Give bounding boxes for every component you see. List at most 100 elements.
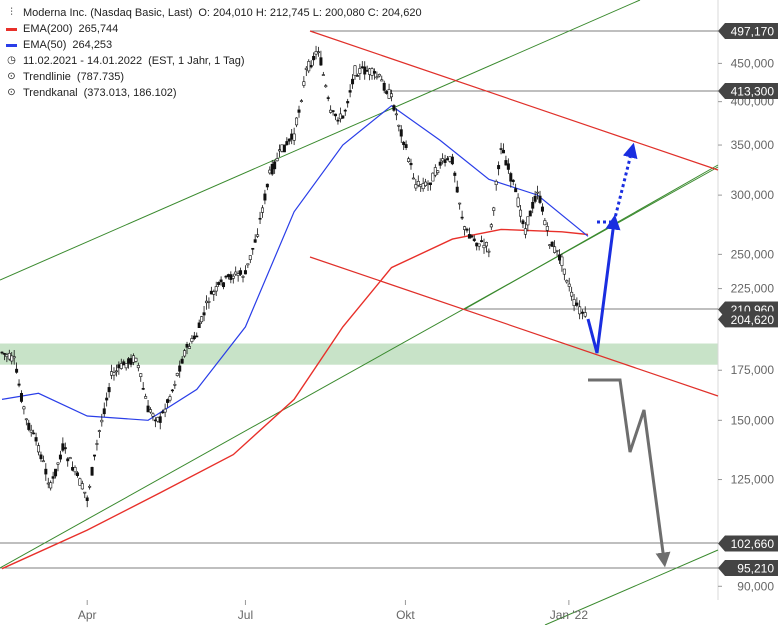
candle-body <box>424 181 428 186</box>
green-trendlines <box>0 0 719 625</box>
candle-body <box>543 220 547 226</box>
projection-blue-up <box>586 214 621 354</box>
candle-body <box>453 172 457 176</box>
candle-body <box>214 286 218 292</box>
candle-body <box>41 460 45 463</box>
price-tag: 413,300 <box>718 83 778 100</box>
candle-body <box>506 163 510 170</box>
candle-body <box>355 75 359 77</box>
candle-body <box>29 429 33 433</box>
y-tick-label: 300,000 <box>731 188 775 202</box>
projection-gray-down <box>588 378 671 568</box>
ema200-line <box>1 228 589 570</box>
candle-body <box>351 78 355 85</box>
candle-body <box>56 462 60 465</box>
candle-body <box>129 358 133 365</box>
candle-body <box>404 144 408 148</box>
x-axis: Apr Jul Okt Jan '22 <box>78 600 588 622</box>
candle-body <box>353 65 357 76</box>
candle-body <box>336 119 340 122</box>
x-tick-label: Apr <box>78 608 97 622</box>
candle-body <box>197 322 201 329</box>
candle-body <box>71 467 75 471</box>
legend-trendline-row[interactable]: ⊙ Trendlinie (787.735) <box>6 69 422 85</box>
candle-body <box>107 387 111 393</box>
svg-text:102,660: 102,660 <box>731 537 775 551</box>
candle-body <box>285 141 289 146</box>
candle-body <box>523 228 527 235</box>
candle-body <box>519 209 523 217</box>
candle-body <box>190 338 194 342</box>
candle-body <box>516 197 520 207</box>
candle-body <box>256 234 260 237</box>
candle-body <box>260 207 264 213</box>
legend-title-row: ⫶ Moderna Inc. (Nasdaq Basic, Last) O: 2… <box>6 5 421 21</box>
candle-body <box>538 195 542 203</box>
candle-body <box>578 306 582 315</box>
candle-body <box>124 363 128 369</box>
candle-body <box>329 109 333 113</box>
candle-body <box>282 144 286 153</box>
legend-ema200-row[interactable]: EMA(200) 265,744 <box>6 21 422 37</box>
candle-body <box>297 109 301 113</box>
candle-body <box>533 195 537 202</box>
candle-body <box>251 247 255 250</box>
candle-body <box>139 373 143 377</box>
candle-body <box>0 351 4 354</box>
candle-body <box>7 352 11 360</box>
candle-body <box>372 71 376 74</box>
candle-body <box>570 291 574 297</box>
candle-body <box>319 57 323 66</box>
candle-body <box>207 301 211 303</box>
x-tick-label: Jul <box>238 608 253 622</box>
candle-body <box>560 256 564 266</box>
trendlinie-short-green <box>464 164 719 310</box>
candle-body <box>49 482 53 489</box>
candle-body <box>234 271 238 275</box>
trendline-icon: ⊙ <box>7 71 16 82</box>
candle-body <box>562 268 566 275</box>
candle-body <box>243 270 247 275</box>
candle-body <box>241 276 245 278</box>
candle-body <box>326 97 330 99</box>
candle-body <box>187 346 191 349</box>
legend-ema200-label: EMA(200) <box>23 23 73 35</box>
legend-trendline-value: (787.735) <box>76 71 124 83</box>
projections <box>586 142 671 568</box>
candle-body <box>455 186 459 193</box>
candle-body <box>540 206 544 212</box>
candle-body <box>295 117 299 126</box>
candle-body <box>93 454 97 457</box>
candle-body <box>161 411 165 414</box>
candle-body <box>175 373 179 376</box>
legend-title: Moderna Inc. (Nasdaq Basic, Last) <box>23 7 193 19</box>
candle-body <box>358 68 362 74</box>
candle-body <box>397 124 401 127</box>
legend-trendkanal-row[interactable]: ⊙ Trendkanal (373.013, 186.102) <box>6 85 422 101</box>
candle-body <box>19 393 23 402</box>
candle-body <box>421 183 425 190</box>
candle-body <box>499 148 503 150</box>
candle-body <box>112 372 116 376</box>
candle-body <box>212 291 216 295</box>
candle-body <box>58 454 62 460</box>
y-tick-label: 125,000 <box>731 473 775 487</box>
candle-body <box>497 165 501 170</box>
candle-body <box>153 419 157 422</box>
candle-body <box>44 468 48 475</box>
candle-body <box>528 210 532 217</box>
x-tick-label: Okt <box>396 608 415 622</box>
candle-body <box>258 217 262 220</box>
candle-body <box>394 113 398 116</box>
candle-body <box>231 275 235 279</box>
candle-body <box>470 235 474 238</box>
candle-body <box>183 350 187 357</box>
candle-body <box>309 65 313 68</box>
candle-body <box>78 478 82 486</box>
candle-body <box>39 454 43 460</box>
legend-ema50-value: 264,253 <box>72 39 113 51</box>
candle-body <box>338 113 342 120</box>
legend-ema50-row[interactable]: EMA(50) 264,253 <box>6 37 422 53</box>
candle-body <box>119 363 123 369</box>
candle-body <box>565 280 569 283</box>
